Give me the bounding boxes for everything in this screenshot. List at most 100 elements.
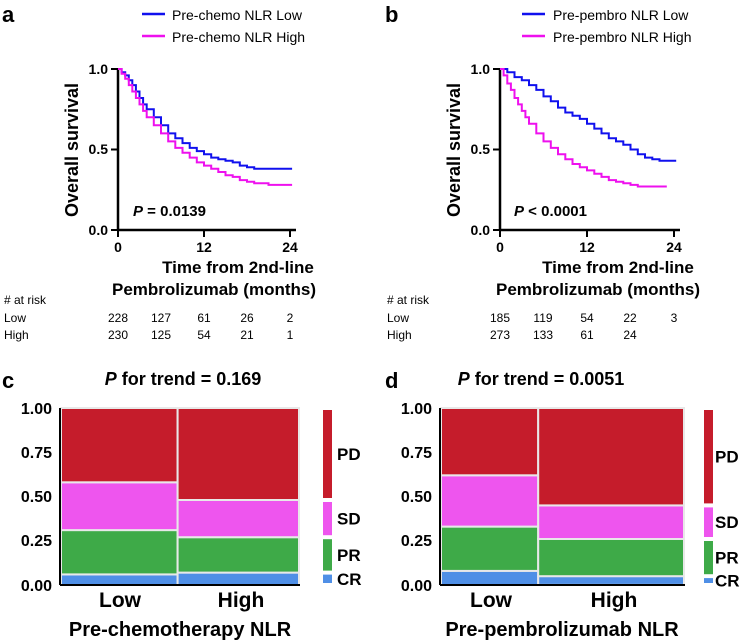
bar-segment-high-pr [537,538,686,578]
bar-segment-low-pr [440,525,540,572]
legend-swatch-cr [323,574,332,583]
mosaic-bars-d [440,407,686,586]
x-category-high-c: High [218,589,265,612]
legend-label-pr: PR [337,546,361,565]
risk-value: 127 [151,311,171,325]
panel-a-letter: a [2,2,15,27]
legend-b-high: Pre-pembro NLR High [553,29,692,45]
panel-d-letter: d [385,368,398,393]
y-tick-label: 1.00 [21,401,52,418]
bar-segment-high-cr [176,571,301,586]
ylabel-a: Overall survival [62,83,82,217]
mosaic-bars-c [60,407,301,587]
risk-value: 61 [580,328,594,342]
risk-value: 21 [240,328,254,342]
x-tick-label: 0 [114,239,122,255]
legend-a-low: Pre-chemo NLR Low [172,7,303,23]
bar-segment-high-sd [537,504,686,540]
risk-value: 24 [623,328,637,342]
xlabel-c: Pre-chemotherapy NLR [69,619,292,641]
legend-label-sd: SD [337,510,361,529]
trend-title-d: P for trend = 0.0051 [458,369,625,389]
risk-value: 61 [197,311,211,325]
y-tick-label: 1.0 [471,61,491,77]
p-value-b: P < 0.0001 [514,203,587,220]
xlabel-a: Time from 2nd-line [162,258,314,277]
survival-curve-low [500,68,677,162]
survival-curve-low [118,68,293,170]
risk-value: 125 [151,328,171,342]
panel-c-letter: c [2,368,14,393]
x-tick-label: 0 [496,239,504,255]
y-tick-label: 0.75 [401,445,432,462]
x-category-low-d: Low [470,589,513,612]
legend-swatch-pd [704,410,713,504]
panel-b-letter: b [385,2,398,27]
y-tick-label: 0.50 [401,489,432,506]
risk-value: 133 [533,328,553,342]
legend-swatch-cr [704,578,713,583]
risk-value: 26 [240,311,254,325]
ylabel-b: Overall survival [444,83,464,217]
risk-value: 119 [533,311,552,325]
risk-low-label-a: Low [4,311,26,325]
survival-curve-high [500,68,667,188]
bar-segment-low-pd [440,407,540,477]
y-tick-label: 0.5 [471,141,491,157]
x-tick-label: 12 [196,239,212,255]
bar-segment-low-sd [60,481,179,532]
legend-label-sd: SD [715,513,739,532]
risk-low-label-b: Low [387,311,409,325]
legend-label-pd: PD [337,445,361,464]
bar-segment-low-sd [440,474,540,528]
p-value-a: P = 0.0139 [133,203,206,220]
legend-label-cr: CR [715,572,740,591]
trend-title-c: P for trend = 0.169 [105,369,262,389]
y-tick-label: 0.50 [21,489,52,506]
risk-title-b: # at risk [387,293,430,307]
xlabel-b: Time from 2nd-line [542,258,694,277]
y-tick-label: 0.75 [21,445,52,462]
x-category-low-c: Low [99,589,142,612]
risk-title-a: # at risk [4,293,47,307]
x-tick-label: 12 [579,239,595,255]
y-tick-label: 1.00 [401,401,432,418]
panel-b: b Pre-pembro NLR Low Pre-pembro NLR High… [385,2,700,342]
legend-swatch-sd [704,507,713,537]
bar-segment-low-cr [60,573,179,587]
panel-d: d P for trend = 0.0051 1.00 0.75 0.50 0.… [385,368,740,641]
legend-label-cr: CR [337,570,362,589]
panel-c: c P for trend = 0.169 1.00 0.75 0.50 0.2… [2,368,362,641]
bar-segment-high-pd [176,407,301,501]
xlabel-d: Pre-pembrolizumab NLR [445,619,679,641]
legend-swatch-pd [323,410,332,498]
bar-segment-high-sd [176,499,301,539]
legend-label-pd: PD [715,448,739,467]
survival-curve-high [118,68,293,186]
risk-value: 22 [623,311,637,325]
x-category-high-d: High [591,589,638,612]
bar-segment-high-pd [537,407,686,507]
legend-swatch-pr [704,541,713,575]
legend-d: PD SD PR CR [704,410,740,591]
y-tick-label: 0.25 [401,533,432,550]
y-tick-label: 1.0 [89,61,109,77]
risk-value: 228 [108,311,128,325]
bar-segment-low-cr [440,569,540,586]
x-tick-label: 24 [666,239,682,255]
y-tick-label: 0.5 [89,141,109,157]
bar-segment-high-cr [537,575,686,586]
legend-a-high: Pre-chemo NLR High [172,29,305,45]
risk-value: 54 [197,328,211,342]
legend-b-low: Pre-pembro NLR Low [553,7,689,23]
bar-segment-low-pd [60,407,179,484]
risk-value: 2 [287,311,294,325]
y-tick-label: 0.0 [89,222,109,238]
legend-label-pr: PR [715,549,739,568]
y-tick-label: 0.00 [401,578,432,595]
risk-value: 185 [490,311,510,325]
risk-value: 54 [580,311,594,325]
risk-high-label-a: High [4,328,29,342]
x-tick-label: 24 [282,239,298,255]
